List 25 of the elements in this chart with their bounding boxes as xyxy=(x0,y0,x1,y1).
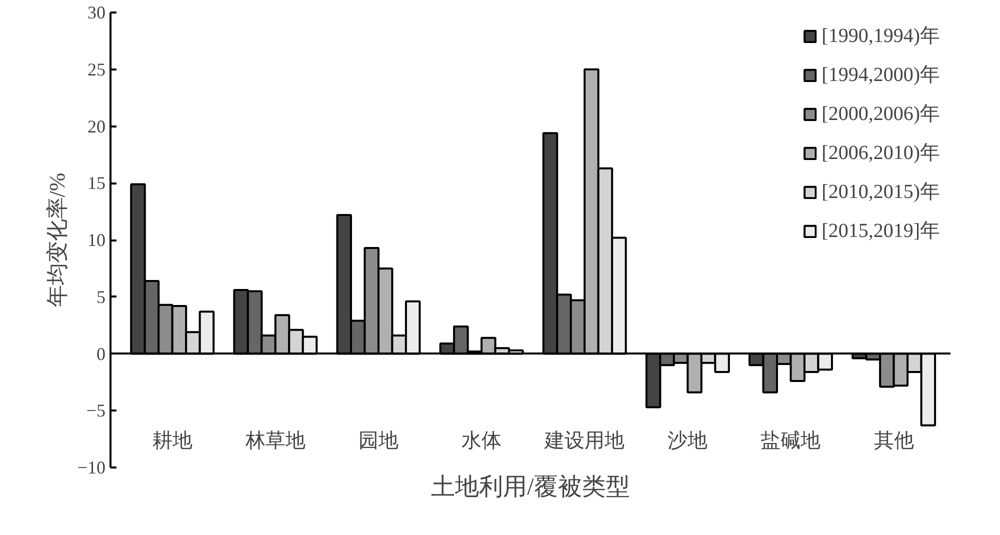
x-tick-label: 建设用地 xyxy=(544,430,625,452)
x-tick-label: 耕地 xyxy=(152,430,192,452)
x-tick-label: 盐碱地 xyxy=(760,430,821,452)
legend-label: [1990,1994)年 xyxy=(822,24,940,49)
y-tick-label: 25 xyxy=(88,59,106,80)
y-tick-label: 5 xyxy=(96,286,106,307)
legend-label: [2000,2006)年 xyxy=(822,102,940,127)
legend-label: [2010,2015)年 xyxy=(822,180,940,205)
legend-label: [2015,2019]年 xyxy=(822,219,940,244)
y-axis-title: 年均变化率/% xyxy=(44,172,70,308)
y-tick-label: −5 xyxy=(86,400,106,421)
x-tick-label: 水体 xyxy=(462,430,502,452)
x-tick-label: 沙地 xyxy=(668,430,708,452)
y-tick-label: 10 xyxy=(88,230,106,250)
legend-label: [1994,2000)年 xyxy=(822,63,940,88)
y-tick-label: 20 xyxy=(88,116,106,136)
legend-label: [2006,2010)年 xyxy=(822,141,940,166)
x-tick-label: 园地 xyxy=(358,430,398,452)
y-tick-label: 0 xyxy=(96,344,106,364)
x-tick-label: 其他 xyxy=(874,430,914,452)
x-axis-title: 土地利用/覆被类型 xyxy=(431,474,630,500)
y-tick-label: 30 xyxy=(88,2,106,22)
x-tick-label: 林草地 xyxy=(244,430,306,452)
y-tick-label: −10 xyxy=(77,458,106,478)
y-tick-label: 15 xyxy=(88,173,106,194)
